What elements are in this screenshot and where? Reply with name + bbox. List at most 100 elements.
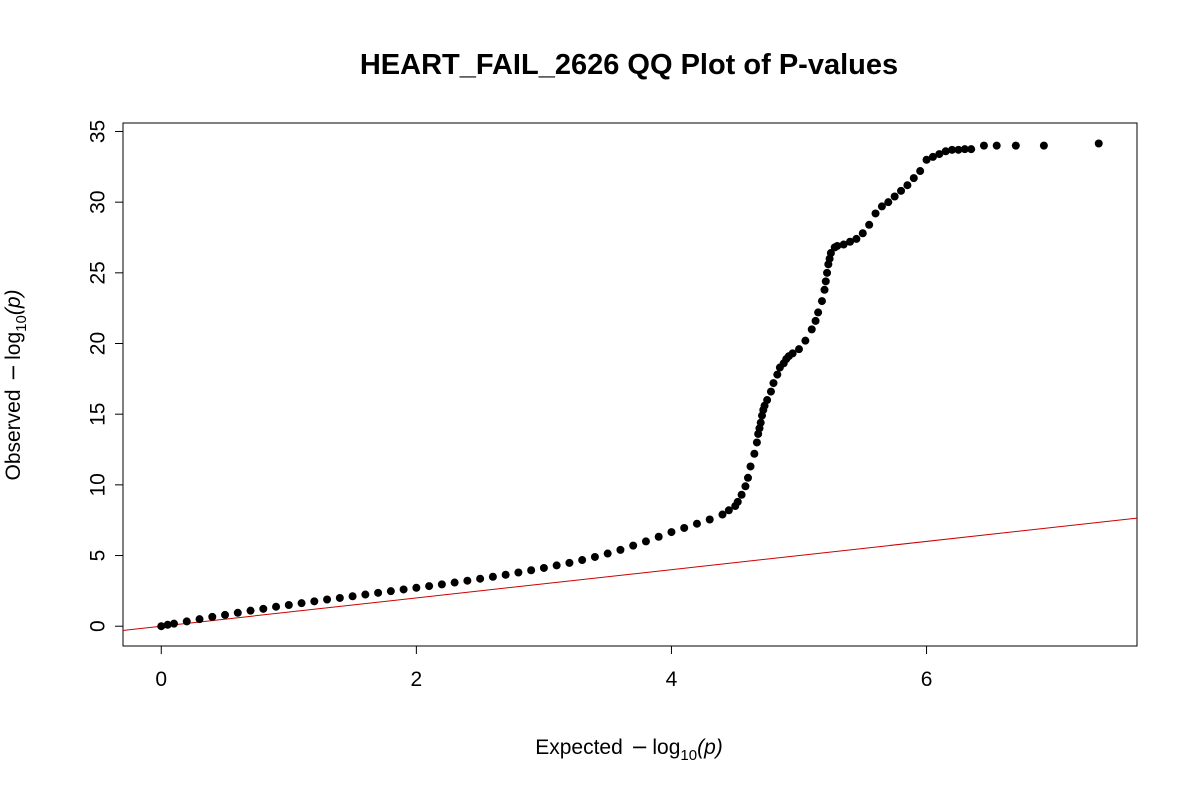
data-point xyxy=(208,612,217,621)
data-point xyxy=(743,473,752,482)
data-point xyxy=(259,604,268,613)
data-point xyxy=(1039,141,1048,150)
data-point xyxy=(335,593,344,602)
data-point xyxy=(737,490,746,499)
data-point xyxy=(750,449,759,458)
data-point xyxy=(801,336,810,345)
data-point xyxy=(718,510,727,519)
data-point xyxy=(527,566,536,575)
y-tick-label: 25 xyxy=(87,261,110,284)
data-point xyxy=(890,192,899,201)
data-point xyxy=(954,145,963,154)
y-axis-label-sub: 10 xyxy=(13,315,30,332)
data-point xyxy=(246,606,255,615)
data-point xyxy=(578,556,587,565)
data-point xyxy=(807,325,816,334)
data-point xyxy=(680,523,689,532)
data-point xyxy=(323,595,332,604)
data-point xyxy=(667,528,676,537)
data-point xyxy=(909,174,918,183)
data-point xyxy=(846,237,855,246)
y-tick-label: 5 xyxy=(87,550,110,562)
plot-frame xyxy=(122,122,1138,647)
data-point xyxy=(514,568,523,577)
data-point xyxy=(826,249,835,258)
y-axis-label-minus: − xyxy=(1,364,25,382)
data-point xyxy=(654,532,663,541)
data-point xyxy=(941,147,950,156)
data-point xyxy=(733,497,742,506)
data-point xyxy=(476,574,485,583)
y-axis-label-arg: (p) xyxy=(2,289,25,315)
data-point xyxy=(157,622,166,631)
data-point xyxy=(746,462,755,471)
y-tick-label: 0 xyxy=(87,620,110,632)
data-point xyxy=(437,580,446,589)
x-tick-label: 6 xyxy=(921,668,933,691)
data-point xyxy=(361,590,370,599)
data-point xyxy=(877,202,886,211)
data-point xyxy=(603,549,612,558)
data-point xyxy=(170,619,179,628)
x-tick-label: 0 xyxy=(155,668,167,691)
data-point xyxy=(821,277,830,286)
data-point xyxy=(399,585,408,594)
data-point xyxy=(163,620,172,629)
y-tick-label: 35 xyxy=(87,120,110,143)
data-point xyxy=(272,602,281,611)
data-point xyxy=(752,438,761,447)
data-point xyxy=(852,234,861,243)
y-tick-label: 10 xyxy=(87,473,110,496)
data-point xyxy=(823,268,832,277)
data-point xyxy=(310,597,319,606)
data-point xyxy=(741,482,750,491)
data-point xyxy=(1094,139,1103,148)
chart-title: HEART_FAIL_2626 QQ Plot of P-values xyxy=(360,49,898,81)
data-point xyxy=(629,541,638,550)
data-point xyxy=(820,285,829,294)
data-point xyxy=(928,152,937,161)
x-axis-label: Expected − log10(p) xyxy=(535,735,723,764)
data-point xyxy=(641,537,650,546)
data-point xyxy=(501,570,510,579)
data-point xyxy=(450,578,459,587)
x-axis-label-prefix: Expected xyxy=(535,736,623,759)
data-point xyxy=(692,519,701,528)
data-point xyxy=(865,220,874,229)
y-axis-label-log: log xyxy=(2,332,25,360)
data-point xyxy=(705,515,714,524)
x-axis-label-log: log xyxy=(652,736,680,759)
y-axis-label-prefix: Observed xyxy=(2,389,25,480)
data-point xyxy=(773,370,782,379)
data-point xyxy=(463,576,472,585)
data-point xyxy=(871,209,880,218)
x-tick-label: 4 xyxy=(666,668,678,691)
data-point xyxy=(814,308,823,317)
data-point xyxy=(788,349,797,358)
data-point xyxy=(948,145,957,154)
data-point xyxy=(992,141,1001,150)
data-point xyxy=(935,150,944,159)
x-axis-label-arg: (p) xyxy=(697,736,723,759)
data-point xyxy=(763,396,772,405)
data-point xyxy=(386,587,395,596)
x-axis: 0 2 4 6 xyxy=(155,645,933,691)
data-point xyxy=(967,145,976,154)
data-point xyxy=(297,599,306,608)
data-point xyxy=(182,617,191,626)
data-point xyxy=(795,345,803,354)
y-tick-label: 30 xyxy=(87,190,110,213)
data-points xyxy=(157,139,1103,631)
data-point xyxy=(425,582,434,591)
data-point xyxy=(960,145,969,154)
data-point xyxy=(766,387,775,396)
y-axis: 0 5 10 15 20 25 30 35 xyxy=(87,120,124,632)
data-point xyxy=(221,610,230,619)
data-point xyxy=(903,181,912,190)
data-point xyxy=(412,583,421,592)
data-point xyxy=(897,186,906,195)
data-point xyxy=(884,198,893,207)
data-point xyxy=(1011,141,1020,150)
data-point xyxy=(817,297,826,306)
